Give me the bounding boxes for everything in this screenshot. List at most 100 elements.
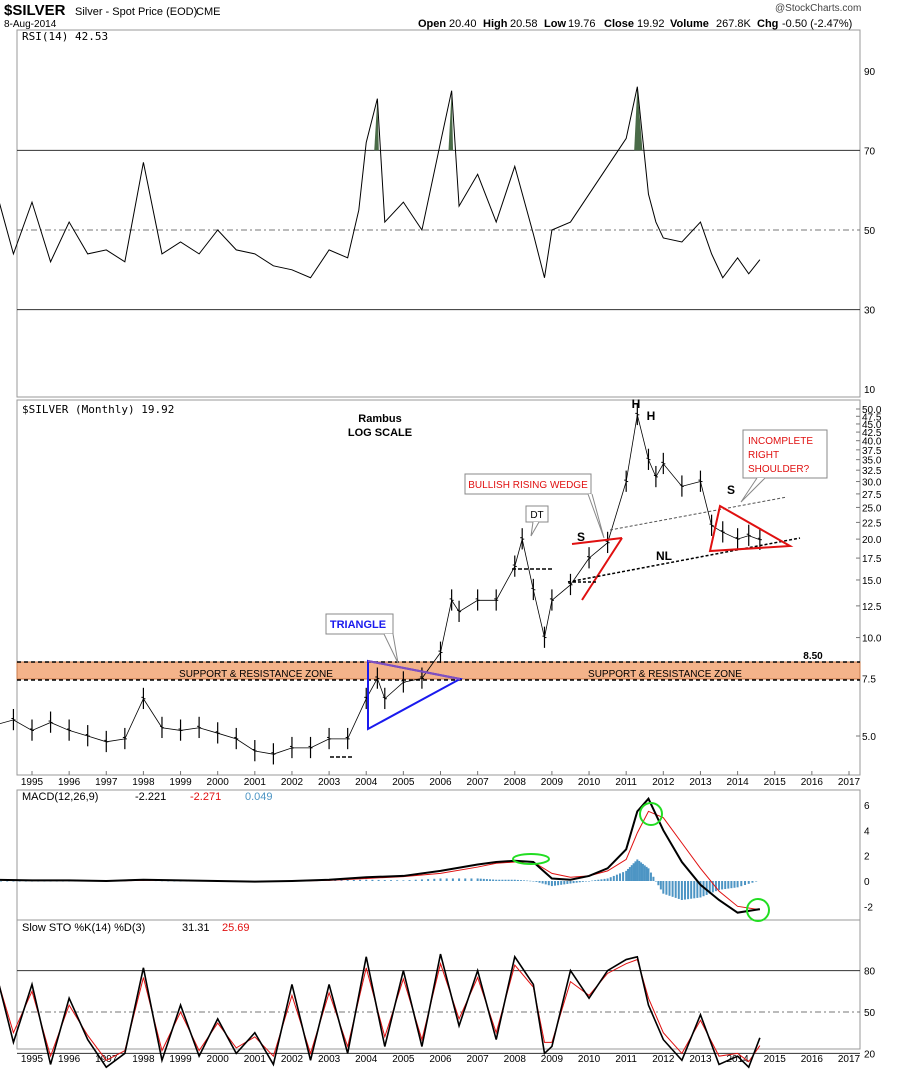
macd-histogram-bar [677, 881, 680, 899]
volume-label: Volume [670, 18, 709, 30]
macd-tick-label: 6 [864, 801, 870, 812]
sto-tick-label: 80 [864, 967, 876, 978]
symbol-description: Silver - Spot Price (EOD) [75, 6, 197, 18]
macd-histogram-bar [458, 878, 461, 881]
price-tick-label: 12.5 [862, 602, 882, 613]
low-label: Low [544, 18, 566, 30]
zone-label-right: SUPPORT & RESISTANCE ZONE [588, 669, 742, 680]
macd-histogram-bar [495, 879, 498, 881]
sto-d-line [0, 958, 761, 1063]
right-shoulder-label: S [727, 483, 735, 497]
year-tick-label: 1998 [132, 777, 155, 788]
annotation-layer: Rambus LOG SCALE H H S S DT NL TRIANGLE … [179, 397, 828, 922]
macd-histogram-bar [334, 880, 337, 881]
macd-cross-circle-2008 [512, 853, 550, 865]
year-tick-label: 2003 [318, 1054, 341, 1065]
macd-histogram-bar [377, 879, 380, 881]
macd-histogram-bar [566, 881, 569, 884]
chg-label: Chg [757, 18, 778, 30]
macd-legend-label: MACD(12,26,9) [22, 791, 98, 803]
wedge-callout-pointer [587, 493, 605, 539]
macd-histogram-bar [584, 881, 587, 882]
macd-histogram-bar [485, 879, 488, 881]
macd-histogram-bar [451, 878, 454, 881]
macd-histogram-bar [526, 880, 529, 882]
macd-histogram-bar [687, 881, 690, 900]
right-shoulder-triangle [708, 504, 794, 553]
exchange-label: CME [196, 6, 220, 18]
price-tick-label: 50.0 [862, 405, 882, 416]
macd-histogram-bar [638, 860, 641, 881]
rsi-overbought-fill [448, 90, 454, 151]
macd-histogram-bar [641, 863, 644, 881]
macd-histogram-bar [513, 879, 516, 881]
macd-histogram-bar [575, 881, 578, 883]
year-tick-label: 2014 [726, 1054, 749, 1065]
macd-histogram-bar [671, 881, 674, 897]
macd-histogram-bar [572, 881, 575, 884]
ohlc-readout: Open 20.40 High 20.58 Low 19.76 Close 19… [418, 18, 852, 30]
macd-low-circle-2014 [746, 898, 770, 922]
rsi-tick-label: 70 [864, 146, 876, 157]
price-tick-label: 47.5 [862, 412, 882, 423]
zone-layer [16, 661, 861, 681]
macd-histogram-bar [588, 881, 591, 882]
year-tick-label: 2007 [467, 1054, 490, 1065]
year-tick-label: 2002 [281, 1054, 304, 1065]
wedge-callout-box [464, 473, 592, 495]
year-tick-label: 2014 [726, 777, 749, 788]
year-tick-label: 1996 [58, 1054, 81, 1065]
macd-histogram-bar [632, 863, 635, 881]
rsi-tick-label: 50 [864, 226, 876, 237]
macd-histogram-bar [668, 881, 671, 896]
macd-histogram-bar [414, 879, 417, 881]
watermark: @StockCharts.com [775, 3, 861, 14]
macd-histogram-bar [693, 881, 696, 899]
sto-legend-label: Slow STO %K(14) %D(3) [22, 922, 145, 934]
rsi-tick-label: 10 [864, 385, 876, 396]
macd-histogram-bar [464, 878, 467, 881]
price-legend: $SILVER (Monthly) 19.92 [22, 403, 174, 416]
year-tick-label: 2009 [541, 777, 564, 788]
macd-histogram-bar [718, 881, 721, 890]
year-tick-label: 2017 [838, 1054, 861, 1065]
macd-histogram-bar [439, 878, 442, 881]
level-850-label: 8.50 [803, 651, 823, 662]
year-tick-label: 2007 [467, 777, 490, 788]
macd-histogram-bar [340, 880, 343, 881]
macd-histogram-bar [597, 879, 600, 881]
rsi-tick-label: 90 [864, 67, 876, 78]
macd-histogram-bar [352, 879, 355, 881]
macd-histogram-bar [507, 879, 510, 881]
macd-histogram-bar [6, 881, 9, 882]
price-tick-label: 5.0 [862, 732, 876, 743]
macd-histogram-bar [346, 880, 349, 881]
macd-histogram-bar [612, 875, 615, 881]
shoulder-label-3: SHOULDER? [748, 464, 810, 475]
year-tick-label: 2010 [578, 777, 601, 788]
high-label: High [483, 18, 508, 30]
macd-histogram-bar [628, 867, 631, 881]
shoulder-callout-box [742, 429, 828, 479]
dt-callout-pointer [530, 521, 540, 537]
grid-layer: 907050301050.047.545.042.540.037.535.032… [17, 67, 882, 1065]
year-tick-label: 2002 [281, 777, 304, 788]
year-tick-label: 2008 [504, 777, 527, 788]
wedge-upper-line [571, 537, 623, 545]
macd-histogram-bar [359, 879, 362, 881]
macd-tick-label: -2 [864, 902, 873, 913]
close-label: Close [604, 18, 634, 30]
macd-histogram-bar [634, 861, 637, 881]
sto-tick-label: 50 [864, 1008, 876, 1019]
sto-k-line [0, 953, 761, 1069]
symbol-title: $SILVER [4, 2, 66, 19]
price-tick-label: 27.5 [862, 490, 882, 501]
macd-histogram-bar [657, 881, 660, 886]
wedge-lower-line [581, 537, 623, 601]
macd-histogram-bar [751, 881, 754, 883]
macd-histogram-bar [727, 881, 730, 889]
macd-histogram-bar [501, 879, 504, 881]
macd-histogram-bar [733, 881, 736, 888]
macd-histogram-bar [492, 879, 495, 881]
macd-histogram-bar [699, 881, 702, 898]
